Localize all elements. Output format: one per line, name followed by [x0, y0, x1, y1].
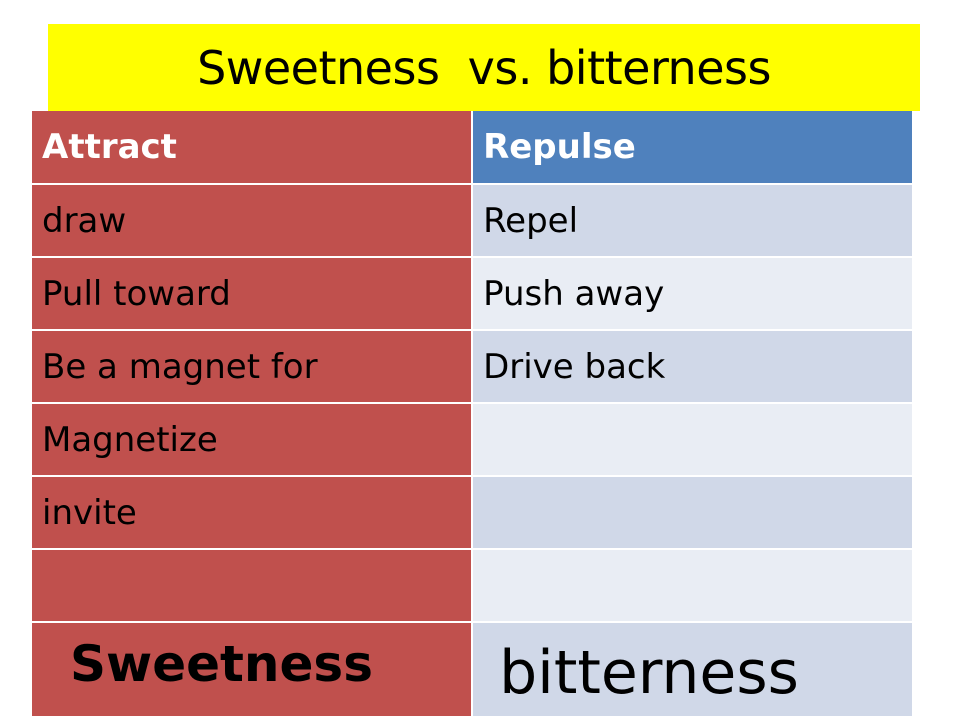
- header-attract: Attract: [32, 111, 474, 185]
- title-banner: Sweetness vs. bitterness: [48, 24, 920, 111]
- left-cell: Magnetize: [32, 403, 474, 477]
- table-row: Pull toward Push away: [32, 257, 912, 331]
- footer-bitterness: bitterness: [472, 622, 912, 718]
- slide-title: Sweetness vs. bitterness: [197, 40, 771, 95]
- table-row: draw Repel: [32, 184, 912, 258]
- right-cell: Drive back: [472, 330, 912, 404]
- right-cell: Repel: [472, 184, 912, 258]
- table-row: [32, 549, 912, 623]
- right-cell: Push away: [472, 257, 912, 331]
- left-cell: draw: [32, 184, 474, 258]
- right-cell: [472, 403, 912, 477]
- comparison-table: Attract Repulse draw Repel Pull toward P…: [32, 111, 912, 718]
- table-footer-row: Sweetness bitterness: [32, 622, 912, 718]
- right-cell: [472, 549, 912, 623]
- left-cell: invite: [32, 476, 474, 550]
- table-row: Magnetize: [32, 403, 912, 477]
- left-cell: [32, 549, 474, 623]
- footer-sweetness: Sweetness: [32, 622, 474, 718]
- header-repulse: Repulse: [472, 111, 912, 185]
- table-header-row: Attract Repulse: [32, 111, 912, 185]
- right-cell: [472, 476, 912, 550]
- left-cell: Pull toward: [32, 257, 474, 331]
- table-row: invite: [32, 476, 912, 550]
- table-row: Be a magnet for Drive back: [32, 330, 912, 404]
- left-cell: Be a magnet for: [32, 330, 474, 404]
